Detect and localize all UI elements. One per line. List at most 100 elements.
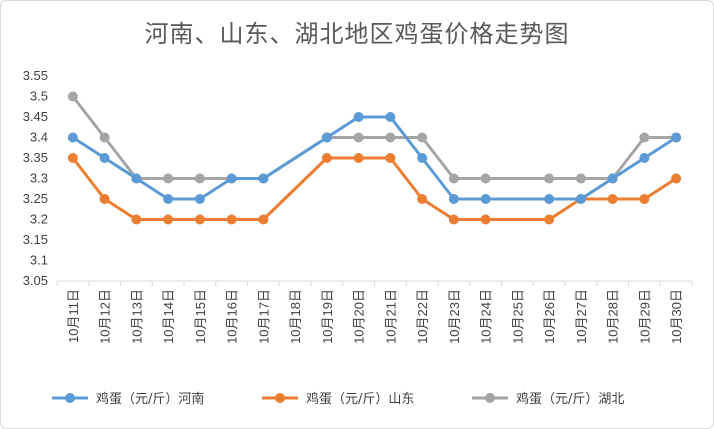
data-point: [194, 194, 205, 204]
x-tick-labels: 10月11日 10月12日 10月13日 10月14日 10月15日 10月16日 10月1…: [66, 289, 684, 344]
data-point: [448, 194, 459, 204]
data-point: [639, 132, 650, 143]
legend-item: 鸡蛋（元/斤）山东: [262, 391, 414, 407]
legend: 鸡蛋（元/斤）河南 鸡蛋（元/斤）山东 鸡蛋（元/斤）湖北: [52, 391, 624, 407]
data-point: [417, 153, 428, 163]
legend-marker: [275, 393, 285, 403]
y-tick-label: 3.45: [23, 109, 48, 124]
x-tick-label: 10月13日: [129, 289, 144, 344]
x-tick-label: 10月15日: [193, 289, 208, 344]
x-tick-label: 10月24日: [479, 289, 494, 344]
data-point: [544, 173, 555, 184]
x-tick-label: 10月27日: [574, 289, 589, 344]
data-point: [448, 173, 459, 184]
series-group: [67, 91, 682, 225]
legend-label: 鸡蛋（元/斤）湖北: [516, 391, 624, 407]
series-2: [67, 91, 682, 184]
data-point: [671, 173, 682, 184]
data-point: [385, 132, 396, 143]
data-point: [607, 194, 618, 204]
data-point: [99, 132, 110, 143]
data-point: [194, 173, 205, 184]
data-point: [131, 214, 142, 225]
x-tick-label: 10月26日: [542, 289, 557, 344]
data-point: [67, 132, 78, 143]
chart-title: 河南、山东、湖北地区鸡蛋价格走势图: [144, 20, 570, 48]
axes: [56, 280, 693, 286]
x-tick-label: 10月16日: [225, 289, 240, 344]
x-tick-label: 10月30日: [669, 289, 684, 344]
data-point: [385, 153, 396, 163]
x-tick-label: 10月21日: [383, 289, 398, 344]
data-point: [163, 194, 174, 204]
y-tick-label: 3.55: [23, 68, 48, 83]
data-point: [353, 132, 364, 143]
data-point: [67, 153, 78, 163]
data-point: [385, 112, 396, 122]
data-point: [67, 91, 78, 102]
legend-item: 鸡蛋（元/斤）河南: [52, 391, 204, 407]
legend-label: 鸡蛋（元/斤）山东: [306, 391, 414, 407]
y-tick-label: 3.1: [30, 253, 48, 268]
data-point: [639, 153, 650, 163]
data-point: [194, 214, 205, 225]
x-tick-label: 10月23日: [447, 289, 462, 344]
series-line: [71, 95, 677, 180]
data-point: [226, 173, 237, 184]
data-point: [163, 173, 174, 184]
data-point: [544, 194, 555, 204]
series-1: [67, 153, 682, 225]
y-tick-label: 3.3: [30, 171, 48, 186]
data-point: [99, 194, 110, 204]
x-tick-label: 10月17日: [256, 289, 271, 344]
y-tick-label: 3.5: [30, 89, 48, 104]
legend-marker: [485, 393, 495, 403]
legend-item: 鸡蛋（元/斤）湖北: [472, 391, 624, 407]
data-point: [575, 194, 586, 204]
y-tick-label: 3.05: [23, 273, 48, 288]
data-point: [99, 153, 110, 163]
series-line: [71, 156, 677, 221]
x-tick-label: 10月20日: [352, 289, 367, 344]
data-point: [417, 194, 428, 204]
data-point: [226, 214, 237, 225]
data-point: [575, 173, 586, 184]
data-point: [258, 214, 269, 225]
legend-label: 鸡蛋（元/斤）河南: [96, 391, 204, 407]
x-tick-label: 10月22日: [415, 289, 430, 344]
y-tick-label: 3.35: [23, 150, 48, 165]
y-tick-labels: 3.05 3.1 3.15 3.2 3.25 3.3 3.35 3.4 3.45 3.5 3.55: [23, 68, 48, 288]
data-point: [448, 214, 459, 225]
x-tick-label: 10月11日: [66, 289, 81, 343]
series-line: [72, 115, 677, 201]
y-tick-label: 3.15: [23, 232, 48, 247]
x-tick-label: 10月18日: [288, 289, 303, 344]
legend-marker: [65, 393, 75, 403]
data-point: [639, 194, 650, 204]
data-point: [163, 214, 174, 225]
x-tick-label: 10月29日: [637, 289, 652, 344]
x-tick-label: 10月25日: [510, 289, 525, 344]
data-point: [321, 153, 332, 163]
x-tick-label: 10月19日: [320, 289, 335, 344]
y-tick-label: 3.4: [30, 130, 48, 145]
series-0: [67, 112, 682, 204]
x-tick-label: 10月14日: [161, 289, 176, 344]
data-point: [480, 194, 491, 204]
data-point: [353, 112, 364, 122]
data-point: [544, 214, 555, 225]
data-point: [480, 173, 491, 184]
data-point: [671, 132, 682, 143]
data-point: [321, 132, 332, 143]
data-point: [480, 214, 491, 225]
x-tick-label: 10月12日: [98, 289, 113, 344]
data-point: [131, 173, 142, 184]
y-tick-label: 3.25: [23, 191, 48, 206]
data-point: [353, 153, 364, 163]
data-point: [607, 173, 618, 184]
y-tick-label: 3.2: [30, 212, 48, 227]
data-point: [417, 132, 428, 143]
data-point: [258, 173, 269, 184]
